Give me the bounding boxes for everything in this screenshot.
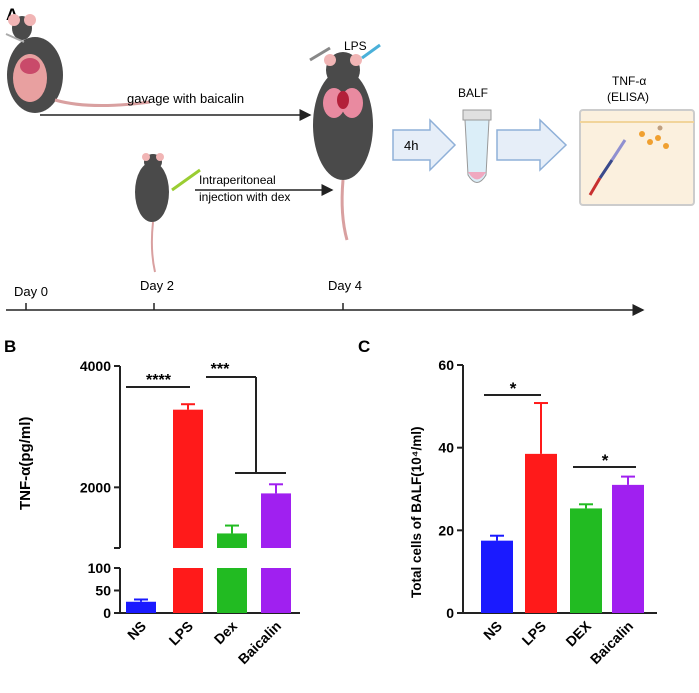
chart-c-xtick-label: NS bbox=[480, 618, 505, 643]
mouse-gavage-illustration bbox=[5, 14, 151, 113]
elisa-well-illustration bbox=[579, 109, 695, 206]
lps-label: LPS bbox=[344, 39, 367, 53]
chart-b-xtick-label: NS bbox=[124, 618, 149, 643]
chart-c-sig-label: * bbox=[602, 451, 609, 470]
chart-c-sig-label: * bbox=[510, 379, 517, 398]
block-arrow-elisa bbox=[496, 118, 568, 172]
chart-b-ytick-label: 100 bbox=[88, 560, 112, 576]
chart-c-bar bbox=[612, 484, 644, 613]
elisa-label: (ELISA) bbox=[607, 90, 649, 104]
chart-b-xtick-label: Dex bbox=[211, 618, 241, 648]
chart-c-xtick-label: Baicalin bbox=[587, 618, 636, 667]
balf-label: BALF bbox=[458, 86, 488, 100]
chart-b-ytick-label: 50 bbox=[95, 583, 111, 599]
time-label: 4h bbox=[404, 138, 418, 153]
chart-b-bar bbox=[217, 533, 247, 548]
chart-c-xtick-label: DEX bbox=[562, 617, 594, 649]
chart-c-xtick-label: LPS bbox=[519, 618, 550, 649]
mouse-lps-illustration bbox=[309, 43, 381, 241]
chart-b-ytick-label: 4000 bbox=[80, 358, 111, 374]
ip-label-line1: Intraperitoneal bbox=[199, 173, 276, 187]
chart-b-ylabel: TNF-α(pg/ml) bbox=[17, 417, 34, 510]
chart-b-bar-lower-segment bbox=[217, 568, 247, 613]
panel-b-letter: B bbox=[4, 337, 16, 356]
timeline-label-day0: Day 0 bbox=[14, 284, 48, 299]
chart-b-bar-lower-segment bbox=[261, 568, 291, 613]
panel-a-workflow: A gavage with baicalin Intraperitoneal i… bbox=[5, 5, 695, 316]
gavage-label: gavage with baicalin bbox=[127, 91, 244, 106]
block-arrow-4h bbox=[392, 118, 457, 172]
chart-c-bar bbox=[525, 453, 557, 613]
chart-b-bar bbox=[173, 409, 203, 548]
tnf-label: TNF-α bbox=[612, 74, 646, 88]
chart-b-xtick-label: Baicalin bbox=[235, 618, 284, 667]
timeline-label-day4: Day 4 bbox=[328, 278, 362, 293]
chart-c-bar bbox=[570, 508, 602, 613]
panel-c-balf-chart: C Total cells of BALF(10⁴/ml) 0 20 40 60 NS L… bbox=[358, 337, 657, 667]
chart-b-sig-label: *** bbox=[211, 361, 230, 378]
chart-b-bar bbox=[261, 493, 291, 548]
ip-label-line2: injection with dex bbox=[199, 190, 290, 204]
chart-c-ytick-label: 40 bbox=[438, 440, 454, 456]
chart-b-sig-label: **** bbox=[146, 372, 172, 389]
chart-b-bar bbox=[126, 601, 156, 613]
chart-b-ytick-label: 0 bbox=[103, 605, 111, 621]
chart-c-bar bbox=[481, 540, 513, 613]
chart-b-ytick-label: 2000 bbox=[80, 479, 111, 495]
balf-tube-icon bbox=[462, 109, 492, 183]
chart-b-bar-lower-segment bbox=[173, 568, 203, 613]
mouse-dex-illustration bbox=[135, 153, 201, 273]
chart-b-xtick-label: LPS bbox=[166, 618, 197, 649]
panel-c-letter: C bbox=[358, 337, 370, 356]
chart-c-ylabel: Total cells of BALF(10⁴/ml) bbox=[409, 427, 424, 598]
timeline-label-day2: Day 2 bbox=[140, 278, 174, 293]
panel-b-tnf-chart: B TNF-α(pg/ml) 0 50 100 2000 4000 NS LPS DexBai… bbox=[4, 337, 300, 667]
chart-c-ytick-label: 0 bbox=[446, 605, 454, 621]
chart-c-ytick-label: 60 bbox=[438, 357, 454, 373]
chart-c-ytick-label: 20 bbox=[438, 522, 454, 538]
